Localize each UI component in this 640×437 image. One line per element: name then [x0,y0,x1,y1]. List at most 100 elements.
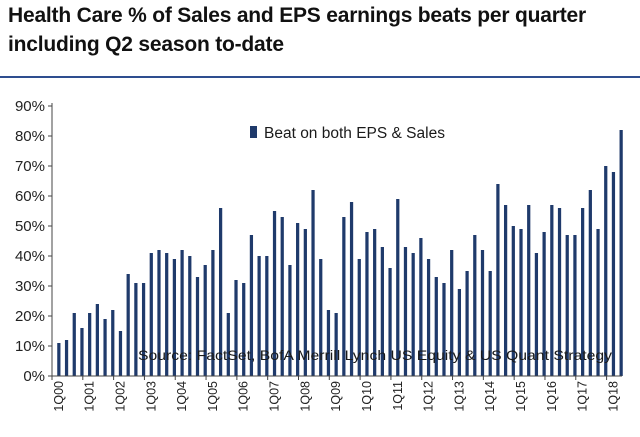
bar [557,208,562,376]
bar [211,250,215,376]
bar [511,226,515,376]
legend-label: Beat on both EPS & Sales [264,125,445,142]
bar [257,256,261,376]
bar [242,283,246,376]
bar [172,259,177,376]
x-tick-label: 1Q01 [83,381,97,412]
bar [342,217,346,376]
bar [126,274,130,376]
bar [503,205,508,376]
bar [457,289,462,376]
x-tick-label: 1Q03 [144,381,158,412]
bar [465,271,469,376]
bar [565,235,569,376]
x-tick-label: 1Q13 [452,381,466,412]
bar [111,310,115,376]
bar [388,268,392,376]
bar [188,256,192,376]
x-tick-label: 1Q05 [206,381,220,412]
legend: Beat on both EPS & Sales [250,125,445,142]
x-tick-label: 1Q11 [391,381,405,411]
x-axis: 1Q00 1Q01 1Q02 1Q03 1Q04 1Q05 1Q06 1Q07 1Q08 1Q09… [51,375,622,412]
bar [195,277,200,376]
bar [426,259,431,376]
x-tick-label: 1Q12 [422,381,436,412]
bar [480,250,485,376]
bar [57,343,61,376]
x-tick-label: 1Q16 [545,381,559,412]
x-tick-label: 1Q10 [360,381,374,412]
bar [619,130,623,376]
bar [534,253,539,376]
x-tick-label: 1Q17 [576,381,590,412]
bar [581,208,585,376]
bar [319,259,323,376]
x-tick-label: 1Q14 [483,381,497,412]
bar [349,202,354,376]
bar [272,211,277,376]
bar [396,199,400,376]
bar [141,283,146,376]
bar [496,184,500,376]
y-tick-label: 0% [23,368,45,385]
y-tick-label: 70% [15,158,45,175]
bar [550,205,554,376]
bar [249,235,254,376]
legend-swatch [250,126,257,138]
bar [80,328,84,376]
bar [588,190,592,376]
bar [72,313,76,376]
bar [165,253,169,376]
x-tick-label: 1Q18 [606,381,620,412]
y-tick-label: 80% [15,128,45,145]
bar [450,250,454,376]
chart-title-line-2: including Q2 season to-date [8,33,284,56]
bar-series [57,130,623,376]
bar [542,232,546,376]
source-note: Source: FactSet, BofA Merrill Lynch US E… [138,347,612,363]
bar [226,313,230,376]
bar [403,247,408,376]
x-tick-label: 1Q04 [175,381,189,412]
bar [64,340,69,376]
x-tick-label: 1Q08 [298,381,312,412]
bar [180,250,184,376]
y-tick-label: 60% [15,188,45,205]
bar [218,208,223,376]
x-tick-label: 1Q02 [113,381,127,412]
bar [357,259,361,376]
bar [411,253,415,376]
bar [296,223,300,376]
bar [573,235,577,376]
bar [488,271,492,376]
bar [519,229,523,376]
bar [334,313,338,376]
bar [442,283,446,376]
bar [434,277,438,376]
bar [326,310,331,376]
x-tick-label: 1Q06 [237,381,251,412]
bar [527,205,531,376]
y-tick-label: 20% [15,308,45,325]
bar [149,253,153,376]
bar [280,217,284,376]
title-underline [0,76,640,78]
chart-title-line-1: Health Care % of Sales and EPS earnings … [8,4,586,27]
x-tick-label: 1Q07 [268,381,282,412]
bar [103,319,107,376]
bar [118,331,123,376]
bar [473,235,477,376]
x-tick-label: 1Q00 [52,381,66,412]
y-tick-label: 90% [15,98,45,115]
y-tick-label: 40% [15,248,45,265]
bar [95,304,99,376]
y-tick-label: 10% [15,338,45,355]
bar [234,280,238,376]
bar [365,232,369,376]
bar [596,229,600,376]
x-tick-label: 1Q15 [514,381,528,412]
chart-header: Health Care % of Sales and EPS earnings … [0,0,640,80]
bar [611,172,616,376]
bar [203,265,207,376]
